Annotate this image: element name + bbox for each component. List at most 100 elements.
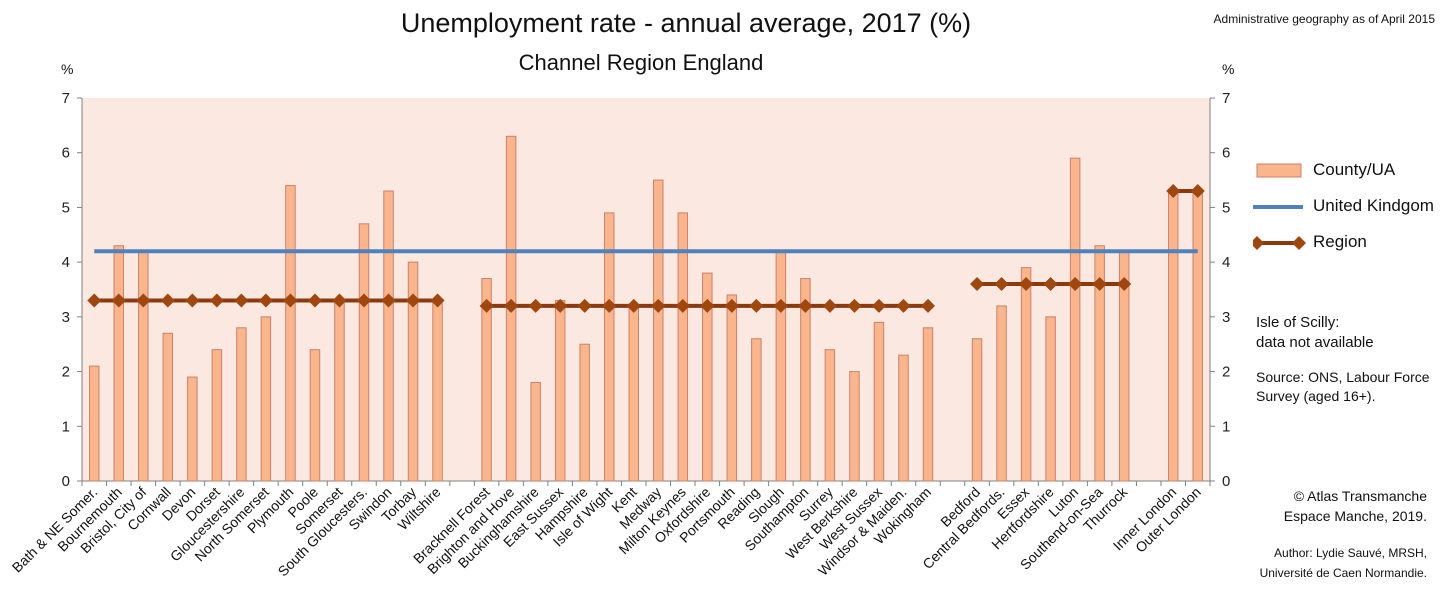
region-marker bbox=[1166, 184, 1181, 199]
region-marker bbox=[258, 293, 273, 308]
bar bbox=[138, 250, 149, 482]
y-tick-label-right: 6 bbox=[1222, 145, 1230, 162]
y-tick-label-right: 2 bbox=[1222, 364, 1230, 381]
region-marker bbox=[921, 298, 935, 313]
y-tick-label-left: 4 bbox=[62, 254, 70, 271]
copyright-line1: © Atlas Transmanche bbox=[1293, 488, 1427, 504]
region-marker bbox=[871, 298, 886, 313]
bar bbox=[162, 332, 174, 482]
y-tick-label-left: 2 bbox=[62, 364, 70, 381]
bar bbox=[236, 327, 247, 482]
y-axis-label-left: % bbox=[61, 61, 74, 77]
bar bbox=[898, 354, 909, 482]
region-marker bbox=[798, 298, 813, 313]
region-marker bbox=[724, 298, 739, 313]
y-tick-label-right: 7 bbox=[1222, 90, 1230, 107]
region-marker bbox=[651, 298, 666, 313]
author-line1: Author: Lydie Sauvé, MRSH, bbox=[1274, 546, 1427, 560]
bar bbox=[922, 327, 934, 482]
bar bbox=[653, 179, 664, 482]
bar bbox=[1167, 190, 1179, 482]
region-marker bbox=[1019, 277, 1034, 292]
region-marker bbox=[1190, 184, 1205, 199]
y-tick-label-left: 3 bbox=[62, 309, 70, 326]
y-tick-label-left: 6 bbox=[62, 145, 70, 162]
legend-swatch-region-line bbox=[1253, 236, 1306, 250]
region-marker bbox=[504, 298, 519, 313]
source-note: Source: ONS, Labour Force Survey (aged 1… bbox=[1256, 368, 1430, 406]
author-note: Author: Lydie Sauvé, MRSH, Université de… bbox=[1260, 543, 1427, 583]
region-marker bbox=[602, 298, 617, 313]
bar bbox=[824, 349, 836, 482]
region-marker bbox=[749, 298, 764, 313]
bar bbox=[187, 376, 198, 482]
scilly-note-line1: Isle of Scilly: bbox=[1256, 314, 1340, 331]
region-marker bbox=[822, 298, 837, 313]
region-marker bbox=[406, 293, 421, 308]
legend-swatch-bar bbox=[1256, 163, 1302, 178]
y-tick-label-left: 0 bbox=[62, 473, 70, 490]
bar bbox=[849, 371, 860, 482]
bar bbox=[971, 338, 983, 482]
region-marker bbox=[970, 277, 985, 292]
bar bbox=[996, 305, 1007, 482]
region-marker bbox=[577, 298, 592, 313]
region-marker bbox=[1092, 277, 1107, 292]
source-note-line2: Survey (aged 16+). bbox=[1256, 388, 1376, 404]
region-marker bbox=[626, 298, 641, 313]
bar bbox=[285, 185, 296, 482]
scilly-note-line2: data not available bbox=[1256, 334, 1374, 351]
y-tick-label-right: 3 bbox=[1222, 309, 1230, 326]
bar bbox=[432, 299, 443, 482]
bar bbox=[89, 365, 100, 482]
bar bbox=[775, 250, 787, 482]
bar bbox=[113, 245, 125, 482]
y-axis-label-right: % bbox=[1222, 61, 1235, 77]
region-marker bbox=[185, 293, 200, 308]
bar bbox=[873, 321, 885, 482]
region-marker bbox=[994, 277, 1009, 292]
source-note-line1: Source: ONS, Labour Force bbox=[1256, 369, 1430, 385]
region-marker bbox=[357, 293, 371, 308]
bar bbox=[751, 338, 762, 482]
region-marker bbox=[87, 293, 102, 308]
legend-label-uk: United Kindgom bbox=[1313, 196, 1434, 215]
bar bbox=[702, 272, 713, 482]
bar bbox=[1192, 190, 1203, 482]
region-marker bbox=[160, 293, 175, 308]
bar bbox=[677, 212, 689, 482]
legend-label-region: Region bbox=[1313, 232, 1367, 251]
region-marker bbox=[1043, 277, 1058, 292]
region-marker bbox=[234, 293, 249, 308]
region-marker bbox=[332, 293, 347, 308]
region-marker bbox=[773, 298, 788, 313]
bar bbox=[260, 316, 272, 482]
region-marker bbox=[111, 293, 126, 308]
bar bbox=[309, 349, 321, 482]
y-tick-label-right: 4 bbox=[1222, 254, 1230, 271]
bar bbox=[211, 349, 223, 482]
plot-area bbox=[82, 98, 1210, 481]
region-marker bbox=[1117, 277, 1132, 292]
bar bbox=[1094, 245, 1105, 482]
y-tick-label-left: 5 bbox=[62, 199, 70, 216]
region-marker bbox=[430, 293, 445, 308]
region-marker bbox=[896, 298, 911, 313]
chart-subtitle: Channel Region England bbox=[518, 50, 764, 75]
region-marker bbox=[307, 293, 322, 308]
y-tick-label-right: 1 bbox=[1222, 418, 1230, 435]
copyright-line2: Espace Manche, 2019. bbox=[1283, 508, 1427, 524]
region-marker bbox=[209, 293, 224, 308]
copyright-note: © Atlas Transmanche Espace Manche, 2019. bbox=[1284, 486, 1427, 526]
region-marker bbox=[136, 293, 151, 308]
bar bbox=[603, 212, 615, 482]
bar bbox=[358, 223, 370, 482]
bar bbox=[554, 299, 566, 482]
author-line2: Université de Caen Normandie. bbox=[1259, 566, 1427, 580]
bar bbox=[383, 190, 394, 482]
bar bbox=[579, 343, 590, 482]
bar bbox=[1045, 316, 1056, 482]
y-tick-label-right: 5 bbox=[1222, 199, 1230, 216]
